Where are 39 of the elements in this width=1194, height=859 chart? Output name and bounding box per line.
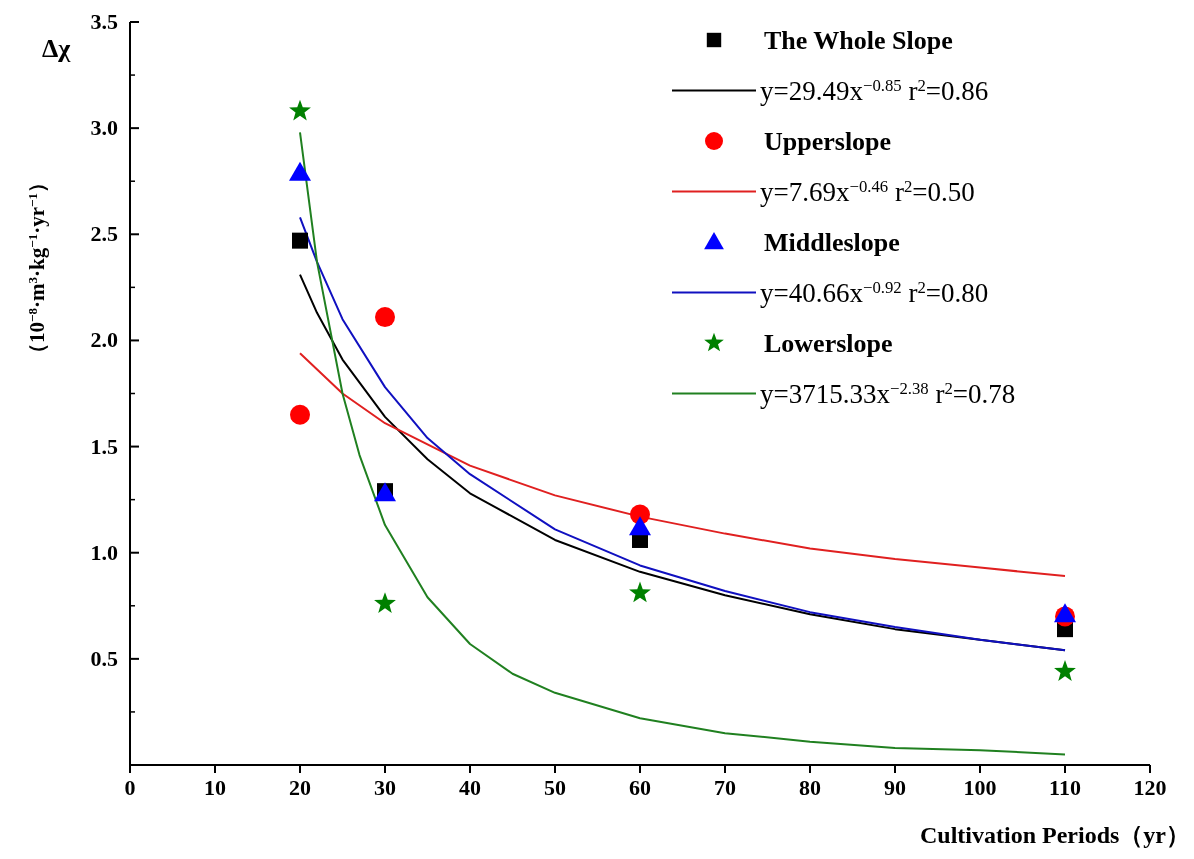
point bbox=[629, 516, 651, 536]
y-tick-label: 1.5 bbox=[90, 433, 118, 459]
y-tick-label: 3.5 bbox=[90, 9, 118, 34]
x-tick-label: 50 bbox=[544, 775, 566, 800]
point bbox=[290, 404, 310, 425]
legend-label: y=3715.33x$^{−2.38}$ r$^{2}$=0.78 bbox=[760, 378, 1016, 409]
x-tick-label: 110 bbox=[1049, 775, 1081, 800]
x-tick-label: 80 bbox=[799, 775, 821, 800]
x-tick-label: 10 bbox=[204, 775, 226, 800]
legend-label: y=40.66x$^{−0.92}$ r$^{2}$=0.80 bbox=[760, 277, 989, 308]
x-tick-label: 90 bbox=[884, 775, 906, 800]
y-tick-label: 3.0 bbox=[90, 115, 118, 141]
point bbox=[292, 232, 308, 249]
x-tick-label: 60 bbox=[629, 775, 651, 800]
point bbox=[289, 99, 311, 121]
legend-label: Upperslope bbox=[764, 127, 892, 156]
legend-label: Middleslope bbox=[764, 228, 900, 257]
point bbox=[375, 307, 395, 328]
text: Δχ bbox=[42, 34, 72, 63]
y-tick-label: 2.0 bbox=[90, 327, 118, 353]
x-tick-label: 70 bbox=[714, 775, 736, 800]
legend-label: Lowerslope bbox=[764, 329, 893, 358]
legend-label: y=29.49x$^{−0.85}$ r$^{2}$=0.86 bbox=[760, 75, 989, 106]
y-tick-label: 2.5 bbox=[90, 221, 118, 247]
x-tick-label: 30 bbox=[374, 775, 396, 800]
x-tick-label: 120 bbox=[1133, 775, 1167, 800]
x-tick-label: 0 bbox=[124, 775, 136, 800]
x-tick-label: 20 bbox=[289, 775, 311, 800]
x-tick-label: 100 bbox=[963, 775, 997, 800]
x-tick-label: 40 bbox=[459, 775, 481, 800]
point bbox=[1054, 660, 1076, 681]
x-axis-title: Cultivation Periods（yr） bbox=[920, 822, 1190, 848]
point bbox=[289, 161, 311, 181]
legend-label: The Whole Slope bbox=[764, 26, 953, 55]
point bbox=[374, 592, 396, 613]
point bbox=[629, 581, 651, 603]
y-tick-label: 0.5 bbox=[90, 645, 118, 671]
y-tick-label: 1.0 bbox=[90, 539, 118, 565]
legend-label: y=7.69x$^{−0.46}$ r$^{2}$=0.50 bbox=[760, 176, 975, 207]
